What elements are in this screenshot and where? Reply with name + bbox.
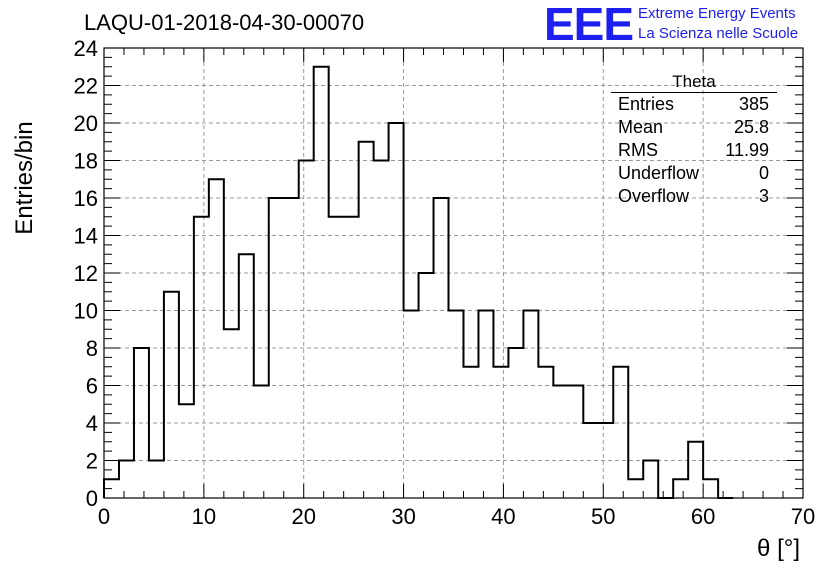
x-tick-label: 20 [291, 504, 315, 529]
run-title: LAQU-01-2018-04-30-00070 [84, 10, 365, 35]
stats-row: Entries 385 [611, 93, 777, 116]
logo-text: Extreme Energy Events La Scienza nelle S… [638, 4, 798, 44]
y-tick-label: 0 [86, 486, 98, 511]
x-tick-label: 40 [491, 504, 515, 529]
x-tick-label: 0 [98, 504, 110, 529]
y-tick-label: 20 [74, 111, 98, 136]
stats-value: 11.99 [725, 140, 769, 160]
stats-label: Underflow [618, 163, 700, 183]
stats-value: 0 [758, 163, 769, 183]
stats-label: RMS [618, 140, 658, 160]
y-tick-label: 6 [86, 374, 98, 399]
stats-row: Underflow 0 [611, 162, 777, 185]
stats-label: Overflow [618, 186, 690, 206]
eee-logo: EEE Extreme Energy Events La Scienza nel… [544, 0, 798, 50]
stats-row: Mean 25.8 [611, 116, 777, 139]
stats-row: Overflow 3 [611, 185, 777, 208]
stats-label: Mean [618, 117, 664, 137]
stats-box: Theta Entries 385 Mean 25.8 RMS 11.99 Un… [611, 72, 777, 208]
x-tick-label: 70 [791, 504, 815, 529]
x-axis-label: θ [°] [757, 535, 800, 562]
y-tick-label: 14 [74, 224, 98, 249]
y-axis-label: Entries/bin [11, 121, 38, 234]
y-tick-label: 22 [74, 74, 98, 99]
y-tick-label: 2 [86, 449, 98, 474]
y-tick-label: 8 [86, 336, 98, 361]
y-tick-label: 4 [86, 411, 98, 436]
stats-title: Theta [611, 72, 777, 93]
stats-value: 25.8 [733, 117, 769, 137]
stats-value: 3 [758, 186, 769, 206]
logo-line-2: La Scienza nelle Scuole [638, 25, 799, 42]
y-tick-label: 16 [74, 186, 98, 211]
x-tick-label: 50 [591, 504, 615, 529]
y-tick-label: 18 [74, 149, 98, 174]
histogram-series [103, 65, 734, 499]
axis-ticks [103, 47, 804, 499]
stats-label: Entries [618, 94, 675, 114]
y-tick-label: 12 [74, 261, 98, 286]
logo-mark: EEE [544, 0, 634, 50]
y-tick-label: 24 [74, 36, 98, 61]
x-tick-label: 10 [192, 504, 216, 529]
grid-lines [104, 48, 803, 498]
x-tick-labels: 0 10 20 30 40 50 60 70 [98, 504, 815, 529]
x-tick-label: 30 [391, 504, 415, 529]
stats-row: RMS 11.99 [611, 139, 777, 162]
stats-value: 385 [738, 94, 769, 114]
x-tick-label: 60 [691, 504, 715, 529]
y-tick-label: 10 [74, 299, 98, 324]
logo-line-1: Extreme Energy Events [638, 5, 796, 22]
